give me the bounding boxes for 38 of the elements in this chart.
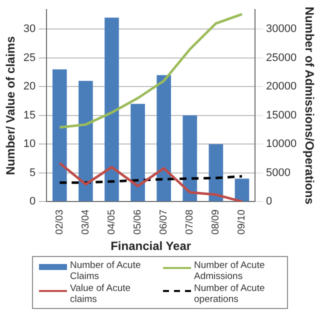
bar: [156, 75, 172, 202]
y-tick-label: 20: [23, 80, 36, 93]
y2-axis-title: Number of Admissions/Operations: [302, 6, 316, 205]
y-tick-label: 25: [23, 52, 36, 64]
x-tick-label: 02/03: [54, 209, 66, 235]
bar: [52, 69, 67, 202]
y2-tick-label: 5000: [266, 166, 290, 179]
y-tick-label: 0: [30, 196, 36, 208]
x-tick-label: 03/04: [80, 209, 92, 235]
y-axis-title: Number/ Value of claims: [4, 36, 18, 175]
y-tick-label: 5: [30, 166, 36, 179]
legend-label: Number of Acute operations: [194, 283, 266, 305]
y2-tick-label: 20000: [266, 80, 297, 93]
x-tick-label: 04/05: [106, 209, 118, 235]
legend-label: Number of Acute Claims: [70, 260, 142, 282]
x-axis-title: Financial Year: [110, 239, 192, 254]
y2-tick-label: 30000: [266, 23, 297, 36]
bar: [104, 18, 119, 202]
line-series: [58, 175, 244, 184]
y-tick-label: 30: [23, 23, 36, 36]
bar: [234, 178, 250, 202]
legend-label: Value of Acute claims: [70, 283, 132, 305]
y-tick-label: 15: [23, 109, 36, 122]
x-tick-label: 08/09: [210, 209, 222, 235]
y-tick-label: 10: [23, 138, 36, 150]
x-tick-label: 06/07: [158, 209, 170, 235]
x-tick-label: 05/06: [132, 209, 144, 235]
bar: [182, 115, 198, 202]
legend-label: Number of Acute Admissions: [194, 260, 266, 282]
x-tick-label: 07/08: [184, 209, 196, 235]
y2-tick-label: 25000: [266, 52, 297, 64]
bar: [208, 144, 224, 202]
y2-tick-label: 10000: [266, 138, 297, 150]
x-tick-label: 09/10: [236, 209, 248, 235]
bar: [130, 104, 145, 202]
y2-tick-label: 15000: [266, 109, 297, 122]
bar: [78, 80, 93, 202]
y2-tick-label: 0: [266, 196, 272, 208]
